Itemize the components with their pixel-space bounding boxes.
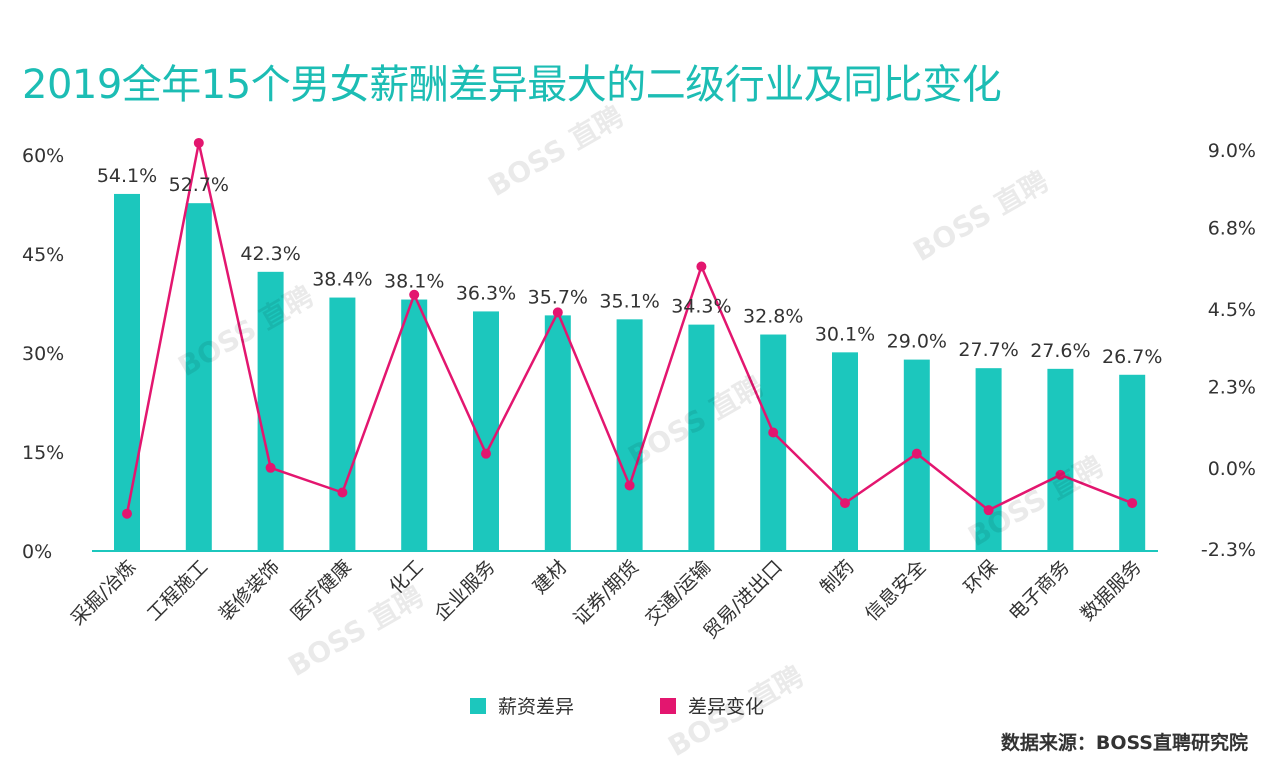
- bar-data-label: 38.1%: [384, 271, 444, 293]
- line-point-电子商务: [1055, 469, 1066, 480]
- left-axis-tick-label: 45%: [22, 244, 64, 266]
- category-label: 环保: [960, 556, 1002, 598]
- legend-swatch-薪资差异: [470, 698, 486, 714]
- bar-制药: [832, 352, 858, 551]
- data-source: 数据来源：BOSS直聘研究院: [1000, 732, 1248, 754]
- category-label: 工程施工: [143, 556, 212, 625]
- line-point-建材: [552, 307, 563, 318]
- bar-医疗健康: [329, 297, 356, 551]
- bar-data-label: 35.1%: [599, 290, 659, 312]
- right-axis-tick-label: 0.0%: [1208, 458, 1256, 480]
- bar-电子商务: [1047, 368, 1074, 551]
- category-label: 信息安全: [861, 556, 930, 625]
- category-label: 企业服务: [430, 556, 499, 625]
- line-point-制药: [840, 498, 850, 509]
- bar-数据服务: [1119, 374, 1146, 551]
- line-point-证券/期货: [624, 480, 635, 491]
- right-axis-tick-label: 4.5%: [1208, 299, 1256, 321]
- bar-data-label: 32.8%: [743, 306, 803, 328]
- bar-证券/期货: [616, 319, 643, 551]
- right-axis-tick-label: 6.8%: [1208, 218, 1256, 240]
- bar-交通/运输: [688, 324, 715, 551]
- right-axis-tick-label: -2.3%: [1201, 539, 1256, 561]
- left-axis-tick-label: 0%: [22, 541, 52, 563]
- category-label: 交通/运输: [641, 556, 715, 630]
- bar-data-label: 30.1%: [815, 323, 875, 345]
- category-label: 采掘/冶炼: [67, 556, 141, 630]
- bar-data-label: 52.7%: [169, 174, 229, 196]
- left-axis-tick-label: 60%: [22, 145, 64, 167]
- line-point-企业服务: [481, 448, 491, 459]
- category-label: 数据服务: [1076, 556, 1145, 625]
- legend-swatch-差异变化: [660, 698, 676, 714]
- line-point-装修装饰: [265, 462, 276, 473]
- left-axis-tick-label: 15%: [22, 442, 64, 464]
- line-point-交通/运输: [696, 261, 707, 272]
- bar-建材: [544, 315, 571, 551]
- bar-data-label: 27.7%: [958, 339, 1018, 361]
- left-axis-tick-label: 30%: [22, 343, 64, 365]
- line-point-医疗健康: [337, 487, 348, 498]
- bar-企业服务: [473, 311, 499, 551]
- line-point-数据服务: [1127, 498, 1138, 509]
- bar-data-label: 54.1%: [97, 165, 157, 187]
- category-label: 装修装饰: [215, 556, 284, 625]
- category-label: 制药: [816, 556, 858, 598]
- line-point-采掘/冶炼: [122, 508, 132, 519]
- line-point-工程施工: [193, 137, 204, 148]
- right-axis-tick-label: 9.0%: [1208, 140, 1256, 162]
- line-point-信息安全: [911, 448, 922, 459]
- legend-label: 薪资差异: [498, 696, 574, 718]
- category-label: 贸易/进出口: [699, 556, 786, 643]
- bar-data-label: 34.3%: [671, 296, 731, 318]
- line-point-环保: [983, 505, 994, 516]
- category-label: 证券/期货: [569, 556, 643, 630]
- bar-工程施工: [185, 203, 212, 551]
- category-label: 建材: [529, 556, 571, 598]
- category-label: 电子商务: [1005, 556, 1074, 625]
- bar-data-label: 38.4%: [312, 269, 372, 291]
- right-axis-tick-label: 2.3%: [1208, 377, 1256, 399]
- bar-采掘/冶炼: [114, 193, 140, 551]
- bar-data-label: 36.3%: [456, 282, 516, 304]
- bar-data-label: 29.0%: [887, 331, 947, 353]
- bar-贸易/进出口: [760, 334, 787, 551]
- bar-环保: [975, 368, 1002, 551]
- line-point-贸易/进出口: [768, 427, 779, 438]
- bar-装修装饰: [257, 271, 284, 551]
- legend-label: 差异变化: [688, 696, 764, 718]
- chart-title: 2019全年15个男女薪酬差异最大的二级行业及同比变化: [22, 62, 1002, 108]
- bar-data-label: 35.7%: [528, 286, 588, 308]
- bar-化工: [401, 299, 428, 551]
- line-point-化工: [409, 289, 420, 300]
- bar-data-label: 26.7%: [1102, 346, 1162, 368]
- bar-data-label: 42.3%: [240, 243, 300, 265]
- bar-data-label: 27.6%: [1030, 340, 1090, 362]
